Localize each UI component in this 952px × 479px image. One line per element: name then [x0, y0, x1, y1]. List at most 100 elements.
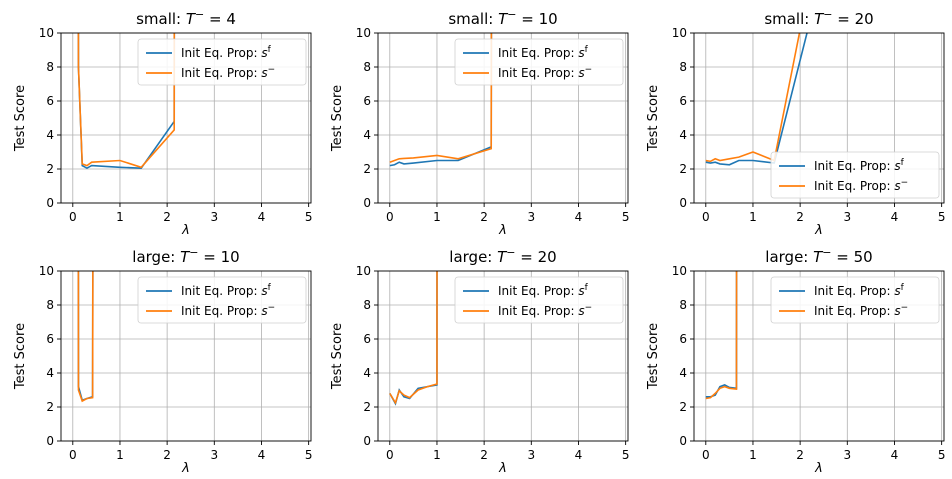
- y-tick-label: 6: [363, 332, 371, 346]
- legend: Init Eq. Prop: sf Init Eq. Prop: s−: [454, 38, 624, 86]
- x-tick-label: 5: [305, 448, 313, 462]
- series-line-2: [705, 271, 738, 400]
- x-tick-label: 1: [116, 448, 124, 462]
- x-axis-label: λ: [498, 461, 507, 476]
- y-tick-label: 4: [679, 128, 687, 142]
- series-line-2: [77, 271, 94, 403]
- y-tick-label: 0: [46, 434, 54, 448]
- axes-frame: [377, 270, 629, 442]
- legend-box: [454, 38, 624, 86]
- y-tick-label: 8: [679, 60, 687, 74]
- x-tick-label: 3: [210, 448, 218, 462]
- x-tick-label: 4: [575, 448, 583, 462]
- y-tick-label: 6: [363, 94, 371, 108]
- x-axis-label: λ: [498, 223, 507, 238]
- series-line-1: [705, 271, 738, 398]
- legend-label: Init Eq. Prop: sf: [814, 283, 905, 298]
- legend-label: Init Eq. Prop: sf: [498, 45, 589, 60]
- subplot-2: 0 1 2 3 4 5 0 2 4 6 8 10 λ Test Score small: T− = 10 In…: [330, 8, 629, 238]
- y-tick-label: 10: [672, 264, 687, 278]
- x-tick-label: 3: [843, 448, 851, 462]
- chart-title: small: T− = 10: [448, 8, 557, 28]
- y-tick-label: 10: [39, 26, 54, 40]
- y-tick-label: 0: [46, 196, 54, 210]
- x-axis-label: λ: [814, 461, 823, 476]
- y-axis-label: Test Score: [646, 323, 661, 390]
- chart-title: large: T− = 20: [449, 246, 556, 266]
- y-axis-label: Test Score: [330, 85, 345, 152]
- y-axis-label: Test Score: [646, 85, 661, 152]
- x-tick-label: 5: [305, 210, 313, 224]
- series-line-1: [77, 271, 94, 402]
- chart-title: large: T− = 50: [765, 246, 872, 266]
- series-line-2: [77, 33, 176, 169]
- y-tick-label: 10: [356, 264, 371, 278]
- x-tick-label: 4: [891, 210, 899, 224]
- legend-label: Init Eq. Prop: s−: [498, 303, 592, 318]
- y-tick-label: 4: [46, 366, 54, 380]
- series-line-2: [389, 33, 493, 163]
- y-axis-label: Test Score: [13, 323, 28, 390]
- legend: Init Eq. Prop: sf Init Eq. Prop: s−: [454, 276, 624, 324]
- legend-box: [137, 38, 307, 86]
- y-tick-label: 2: [679, 162, 687, 176]
- y-tick-label: 8: [363, 298, 371, 312]
- y-tick-label: 4: [46, 128, 54, 142]
- x-tick-label: 0: [386, 210, 394, 224]
- legend: Init Eq. Prop: sf Init Eq. Prop: s−: [137, 38, 307, 86]
- series-line-2: [389, 271, 438, 405]
- x-tick-label: 2: [796, 448, 804, 462]
- y-axis-label: Test Score: [13, 85, 28, 152]
- y-tick-label: 6: [46, 332, 54, 346]
- y-tick-label: 2: [46, 400, 54, 414]
- y-axis-label: Test Score: [330, 323, 345, 390]
- y-tick-label: 10: [672, 26, 687, 40]
- x-tick-label: 4: [575, 210, 583, 224]
- y-tick-label: 2: [363, 162, 371, 176]
- legend-label: Init Eq. Prop: s−: [814, 303, 908, 318]
- y-tick-label: 4: [363, 128, 371, 142]
- y-tick-label: 8: [679, 298, 687, 312]
- series-line-1: [705, 33, 808, 166]
- y-tick-label: 6: [679, 332, 687, 346]
- subplot-4: 0 1 2 3 4 5 0 2 4 6 8 10 λ Test Score large: T− = 10 In…: [13, 246, 313, 476]
- axes-frame: [377, 32, 629, 204]
- y-tick-label: 10: [356, 26, 371, 40]
- x-tick-label: 0: [702, 210, 710, 224]
- y-tick-label: 8: [363, 60, 371, 74]
- x-tick-label: 2: [163, 448, 171, 462]
- legend-box: [770, 276, 940, 324]
- y-tick-label: 2: [46, 162, 54, 176]
- x-tick-label: 3: [527, 448, 535, 462]
- legend: Init Eq. Prop: sf Init Eq. Prop: s−: [137, 276, 307, 324]
- legend: Init Eq. Prop: sf Init Eq. Prop: s−: [770, 151, 940, 199]
- y-tick-label: 8: [46, 298, 54, 312]
- x-tick-label: 0: [702, 448, 710, 462]
- y-tick-label: 0: [679, 196, 687, 210]
- legend-label: Init Eq. Prop: sf: [181, 283, 272, 298]
- y-tick-label: 2: [679, 400, 687, 414]
- axes-frame: [60, 270, 312, 442]
- x-tick-label: 1: [749, 210, 757, 224]
- chart-title: small: T− = 4: [136, 8, 236, 28]
- x-tick-label: 0: [69, 448, 77, 462]
- axes-frame: [60, 32, 312, 204]
- series-line-2: [705, 33, 801, 163]
- chart-title: large: T− = 10: [132, 246, 239, 266]
- x-tick-label: 3: [843, 210, 851, 224]
- x-tick-label: 5: [938, 448, 946, 462]
- subplot-5: 0 1 2 3 4 5 0 2 4 6 8 10 λ Test Score large: T− = 20 In…: [330, 246, 629, 476]
- legend-label: Init Eq. Prop: sf: [814, 158, 905, 173]
- x-tick-label: 5: [938, 210, 946, 224]
- series-line-1: [389, 271, 438, 406]
- x-axis-label: λ: [181, 223, 190, 238]
- y-tick-label: 4: [363, 366, 371, 380]
- y-tick-label: 8: [46, 60, 54, 74]
- x-axis-label: λ: [814, 223, 823, 238]
- subplot-3: 0 1 2 3 4 5 0 2 4 6 8 10 λ Test Score small: T− = 20 In…: [646, 8, 946, 238]
- x-tick-label: 2: [796, 210, 804, 224]
- x-tick-label: 2: [480, 448, 488, 462]
- x-tick-label: 2: [163, 210, 171, 224]
- y-tick-label: 2: [363, 400, 371, 414]
- subplot-6: 0 1 2 3 4 5 0 2 4 6 8 10 λ Test Score large: T− = 50 In…: [646, 246, 946, 476]
